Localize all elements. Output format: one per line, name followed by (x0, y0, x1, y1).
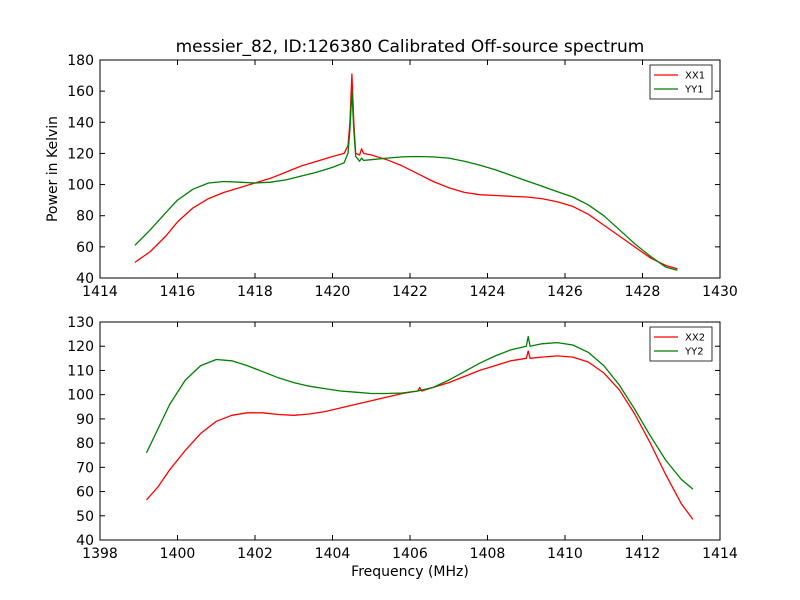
y-tick-label: 40 (76, 533, 94, 549)
chart-title: messier_82, ID:126380 Calibrated Off-sou… (176, 37, 645, 57)
y-tick-label: 80 (76, 209, 94, 225)
series-line-yy1 (134, 90, 678, 271)
plot-frame (99, 321, 721, 541)
x-tick-label: 1422 (392, 284, 428, 300)
x-tick-label: 1420 (315, 284, 351, 300)
x-tick-label: 1418 (237, 284, 273, 300)
legend-box (649, 64, 713, 100)
y-tick-label: 60 (76, 485, 94, 501)
legend-label-xx1: XX1 (685, 71, 705, 82)
legend-label-yy1: YY1 (684, 85, 704, 96)
legend-label-xx2: XX2 (685, 333, 705, 344)
y-axis-label: Power in Kelvin (45, 116, 61, 222)
plot-frame (99, 59, 721, 279)
top-plot: 1414 1416 1418 1420 1422 1424 1426 1428 1430 40 60… (45, 53, 738, 300)
series-line-xx2 (146, 350, 694, 520)
x-tick-label: 1424 (470, 284, 506, 300)
series-line-xx1 (134, 73, 678, 270)
y-tick-label: 180 (67, 53, 94, 69)
y-tick-label: 160 (67, 84, 94, 100)
y-tick-label: 140 (67, 115, 94, 131)
x-tick-label: 1402 (237, 546, 273, 562)
x-tick-label: 1412 (625, 546, 661, 562)
y-tick-label: 40 (76, 271, 94, 287)
x-tick-label: 1404 (315, 546, 351, 562)
x-axis-label: Frequency (MHz) (351, 564, 469, 580)
series-line-yy2 (145, 335, 694, 490)
x-tick-label: 1426 (547, 284, 583, 300)
x-tick-label: 1400 (160, 546, 196, 562)
x-tick-label: 1414 (82, 284, 118, 300)
y-tick-label: 80 (76, 436, 94, 452)
x-tick-label: 1430 (702, 284, 738, 300)
y-tick-label: 70 (76, 460, 94, 476)
y-tick-label: 100 (67, 388, 94, 404)
x-tick-label: 1406 (392, 546, 428, 562)
y-tick-label: 90 (76, 412, 94, 428)
y-tick-label: 50 (76, 509, 94, 525)
bottom-plot: 1398 1400 1402 1404 1406 1408 1410 1412 1414 40 50… (67, 315, 738, 580)
y-tick-label: 100 (67, 178, 94, 194)
y-tick-label: 120 (67, 146, 94, 162)
x-tick-label: 1416 (160, 284, 196, 300)
legend-box (649, 326, 713, 362)
x-tick-label: 1428 (625, 284, 661, 300)
x-tick-label: 1414 (702, 546, 738, 562)
y-tick-label: 60 (76, 240, 94, 256)
y-tick-label: 110 (67, 363, 94, 379)
legend-label-yy2: YY2 (684, 347, 704, 358)
y-tick-label: 120 (67, 339, 94, 355)
x-tick-label: 1398 (82, 546, 118, 562)
y-tick-label: 130 (67, 315, 94, 331)
x-tick-label: 1410 (547, 546, 583, 562)
x-tick-label: 1408 (470, 546, 506, 562)
